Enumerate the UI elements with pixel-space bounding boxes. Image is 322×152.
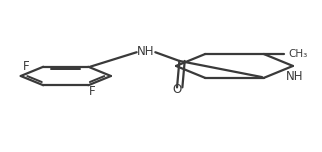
Text: F: F	[88, 85, 95, 98]
Text: F: F	[23, 60, 30, 73]
Text: NH: NH	[286, 69, 303, 83]
Text: NH: NH	[137, 45, 155, 58]
Text: CH₃: CH₃	[289, 49, 308, 59]
Text: O: O	[172, 83, 182, 96]
